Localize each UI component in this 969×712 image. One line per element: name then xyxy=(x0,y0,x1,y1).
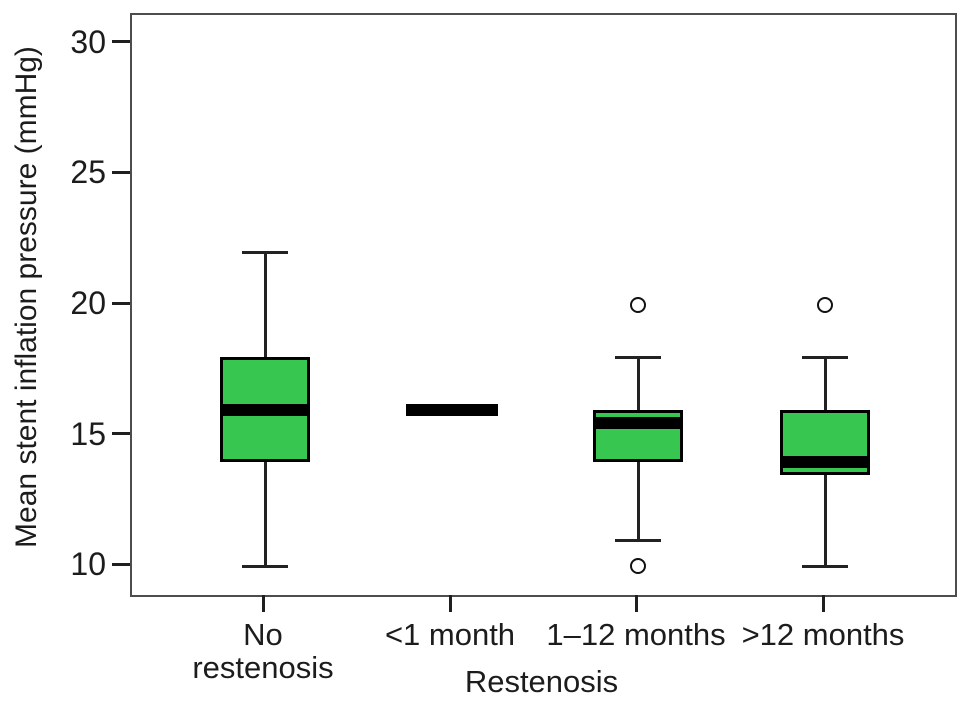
y-tick-label: 10 xyxy=(70,546,106,583)
y-tick-label: 20 xyxy=(70,285,106,321)
x-category-label: 1–12 months xyxy=(546,617,726,652)
y-tick-mark xyxy=(112,562,130,566)
x-category-label: <1 month xyxy=(384,617,516,652)
outlier-point xyxy=(629,557,646,574)
outlier-point xyxy=(816,296,833,313)
y-tick-mark xyxy=(112,170,130,174)
upper-whisker-line xyxy=(823,357,827,410)
lower-whisker-line xyxy=(823,474,827,567)
lower-whisker-cap xyxy=(802,564,848,568)
y-tick-label: 15 xyxy=(70,415,106,452)
lower-whisker-cap xyxy=(615,538,661,542)
upper-whisker-cap xyxy=(242,251,288,255)
upper-whisker-cap xyxy=(615,355,661,359)
y-tick-label: 30 xyxy=(70,23,106,60)
x-category-label: >12 months xyxy=(741,617,905,652)
x-axis-title: Restenosis xyxy=(464,664,619,699)
y-tick-mark xyxy=(112,432,130,436)
x-tick-mark xyxy=(448,595,452,612)
y-tick-mark xyxy=(112,40,130,44)
y-tick-label: 25 xyxy=(70,154,106,191)
upper-whisker-line xyxy=(263,252,267,358)
plot-area xyxy=(130,13,957,597)
x-tick-mark xyxy=(821,595,825,612)
x-tick-mark xyxy=(261,595,265,612)
outlier-point xyxy=(629,296,646,313)
upper-whisker-cap xyxy=(802,355,848,359)
upper-whisker-line xyxy=(636,357,640,410)
median-line xyxy=(593,416,683,429)
y-tick-mark xyxy=(112,301,130,305)
x-tick-mark xyxy=(634,595,638,612)
median-line xyxy=(220,403,310,416)
median-line xyxy=(780,455,870,468)
x-category-label: No restenosis xyxy=(192,617,334,685)
lower-whisker-line xyxy=(263,461,267,567)
median-line xyxy=(406,403,498,416)
lower-whisker-cap xyxy=(242,564,288,568)
lower-whisker-line xyxy=(636,461,640,541)
